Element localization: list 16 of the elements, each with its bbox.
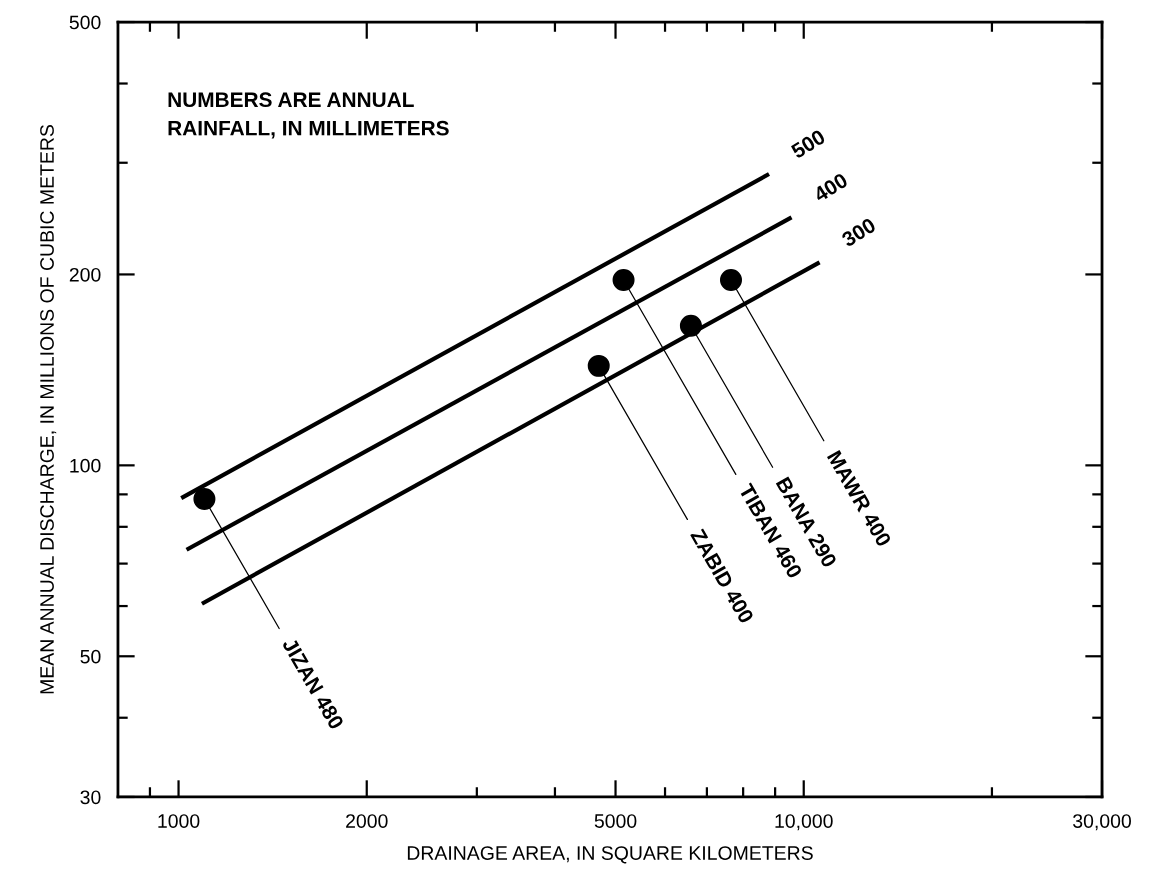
y-tick-label: 200 (69, 267, 101, 282)
x-tick-label: 10,000 (775, 814, 833, 831)
y-tick-label: 100 (70, 458, 101, 473)
x-axis-title: DRAINAGE AREA, IN SQUARE KILOMETERS (407, 846, 813, 864)
text: 400 (812, 172, 849, 203)
y-tick-label: 500 (69, 15, 101, 30)
y-axis-title: MEAN ANNUAL DISCHARGE, IN MILLIONS OF CUBIC METERS (40, 125, 57, 694)
y-tick-label: 30 (80, 790, 101, 805)
x-tick-label: 1000 (158, 814, 200, 828)
x-tick-label: 5000 (594, 814, 637, 828)
annotation: NUMBERS ARE ANNUAL RAINFALL, IN MILLIMETERS (168, 92, 449, 139)
text: 300 (840, 217, 877, 248)
text: 500 (790, 128, 827, 160)
y-tick-label: 50 (80, 649, 101, 664)
x-tick-label: 30,000 (1073, 814, 1131, 831)
x-tick-label: 2000 (346, 814, 388, 828)
